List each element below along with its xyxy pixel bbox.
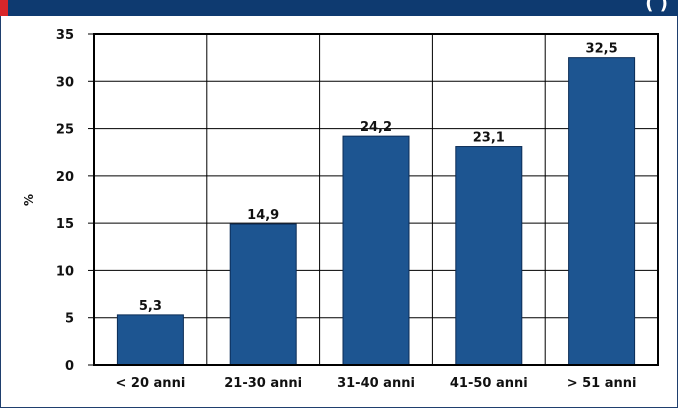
value-label: 5,3 [139,299,162,314]
red-accent-mark [0,0,8,16]
y-tick-label: 25 [56,123,74,138]
y-tick-label: 30 [56,75,74,90]
y-tick-label: 0 [65,359,74,374]
category-label: > 51 anni [567,376,637,391]
value-label: 23,1 [473,131,505,146]
bar [229,223,297,366]
bars [116,57,636,366]
header-bar: ( ) [0,0,678,16]
x-tick-labels: < 20 anni 21-30 anni 31-40 anni 41-50 anni >… [116,376,637,391]
value-label: 24,2 [360,120,392,135]
plot-border [93,33,659,366]
corner-glyph: ( ) [645,0,668,14]
value-labels: 5,3 14,9 24,2 23,1 32,5 [139,42,618,314]
bar [568,57,636,366]
y-tick-label: 10 [56,264,74,279]
category-label: < 20 anni [116,376,186,391]
value-label: 32,5 [586,42,618,57]
category-label: 31-40 anni [337,376,415,391]
y-tick-label: 35 [56,28,74,43]
bar [342,135,410,366]
y-tick-label: 20 [56,170,74,185]
bar [116,314,184,366]
y-tick-labels: 0 5 10 15 20 25 30 35 [56,28,74,374]
y-tick-label: 15 [56,217,74,232]
bar [455,146,523,366]
y-axis-label: % [22,194,36,206]
category-label: 21-30 anni [224,376,302,391]
category-label: 41-50 anni [450,376,528,391]
y-tick-label: 5 [65,312,74,327]
value-label: 14,9 [247,208,279,223]
